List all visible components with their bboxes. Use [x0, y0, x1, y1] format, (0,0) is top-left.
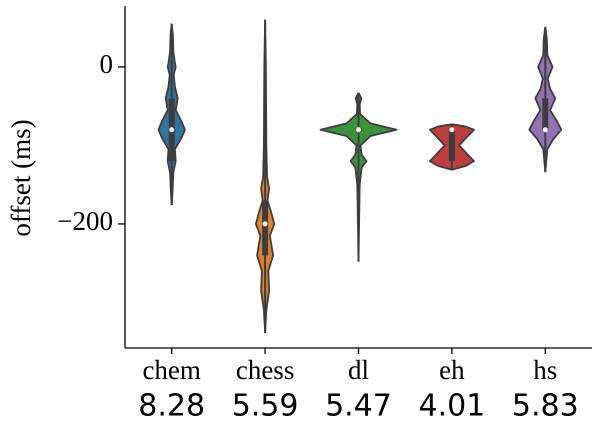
box — [542, 98, 549, 130]
box — [448, 129, 455, 162]
median — [262, 221, 268, 227]
median — [449, 127, 455, 133]
median — [356, 127, 361, 133]
violin-half — [357, 92, 398, 262]
y-tick-label: 0 — [100, 49, 114, 79]
score-label: 4.01 — [419, 389, 486, 424]
violin-half — [451, 123, 475, 171]
violin-half — [157, 23, 173, 206]
x-tick-label: eh — [439, 355, 465, 385]
score-label: 8.28 — [138, 389, 205, 424]
violin-half — [264, 19, 276, 334]
violin-half — [528, 26, 547, 173]
x-tick-label: chem — [142, 355, 200, 385]
score-label: 5.59 — [232, 389, 299, 424]
y-tick-label: −200 — [57, 206, 113, 236]
violin-half — [255, 19, 266, 334]
score-label: 5.47 — [325, 389, 392, 424]
y-axis-label: offset (ms) — [6, 119, 36, 236]
x-tick-label: hs — [533, 355, 557, 385]
median — [169, 127, 175, 133]
violin-half — [170, 23, 186, 206]
violin-half — [544, 26, 563, 173]
x-tick-label: chess — [236, 355, 294, 385]
box — [262, 200, 269, 256]
median — [542, 127, 548, 133]
x-tick-label: dl — [348, 355, 369, 385]
score-label: 5.83 — [512, 389, 579, 424]
violin-half — [319, 92, 360, 262]
violin-half — [429, 123, 453, 171]
